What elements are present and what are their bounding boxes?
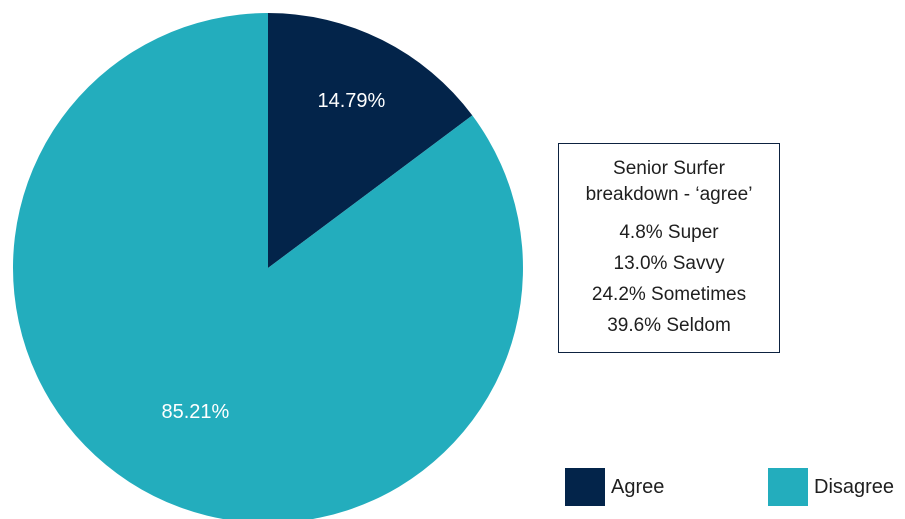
breakdown-line-super: 4.8% Super [619, 222, 719, 243]
breakdown-line-savvy: 13.0% Savvy [613, 253, 725, 274]
breakdown-line-seldom: 39.6% Seldom [607, 315, 731, 336]
breakdown-list: 4.8% Super 13.0% Savvy 24.2% Sometimes 3… [559, 217, 779, 341]
breakdown-line-sometimes: 24.2% Sometimes [591, 284, 747, 305]
breakdown-title-line-2: breakdown - ‘agree’ [585, 184, 753, 205]
pie-slice-disagree [13, 13, 523, 519]
pie-slice-agree [268, 13, 473, 268]
legend-swatch-agree [565, 468, 605, 506]
breakdown-title: Senior Surfer breakdown - ‘agree’ [559, 156, 779, 208]
pie-data-label-agree: 14.79% [317, 90, 385, 112]
pie-data-label-disagree: 85.21% [161, 401, 229, 423]
legend-swatch-disagree [768, 468, 808, 506]
legend-label-disagree: Disagree [814, 475, 895, 498]
breakdown-title-line-1: Senior Surfer [613, 158, 725, 179]
legend-item-disagree: Disagree [768, 468, 894, 506]
legend-item-agree: Agree [565, 468, 664, 506]
legend-label-agree: Agree [611, 475, 665, 498]
senior-surfer-breakdown-box: Senior Surfer breakdown - ‘agree’ 4.8% S… [558, 143, 780, 353]
pie-chart: 14.79% 85.21% [13, 13, 523, 519]
